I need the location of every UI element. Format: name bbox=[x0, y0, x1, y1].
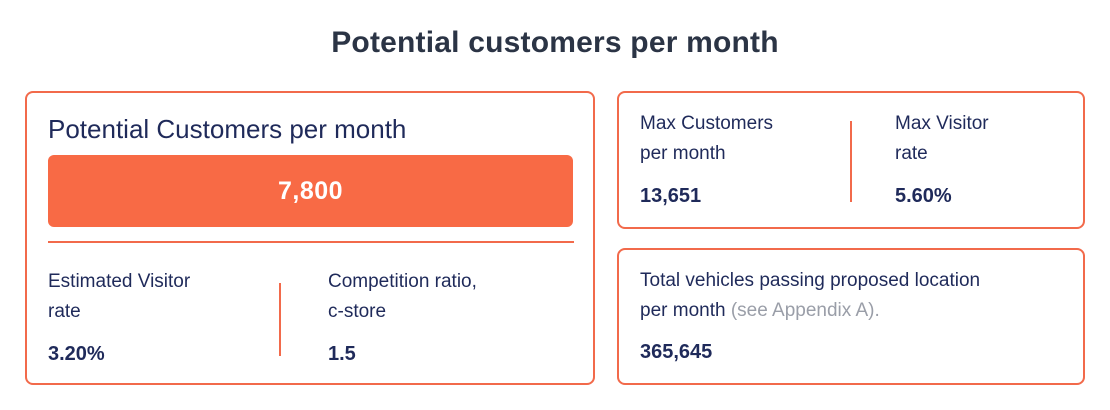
label-line: Max Customers bbox=[640, 113, 774, 134]
total-vehicles-value: 365,645 bbox=[640, 341, 713, 363]
label-line: rate bbox=[895, 143, 928, 164]
label-line: Max Visitor bbox=[895, 113, 989, 134]
max-visitor-rate-value: 5.60% bbox=[895, 185, 952, 207]
max-visitor-rate-label: Max Visitor rate bbox=[895, 109, 989, 169]
appendix-reference: (see Appendix A). bbox=[730, 300, 880, 321]
label-line: per month bbox=[640, 143, 726, 164]
competition-ratio-label: Competition ratio, c-store bbox=[328, 267, 477, 327]
max-customers-value: 13,651 bbox=[640, 185, 702, 207]
label-text: per month bbox=[640, 300, 726, 321]
page-title: Potential customers per month bbox=[331, 26, 779, 59]
label-line: Competition ratio, bbox=[328, 271, 477, 292]
divider bbox=[48, 241, 574, 243]
total-vehicles-card: Total vehicles passing proposed location… bbox=[617, 248, 1085, 385]
card-title: Potential Customers per month bbox=[48, 114, 407, 144]
label-line: Estimated Visitor bbox=[48, 271, 191, 292]
vertical-divider bbox=[850, 121, 852, 202]
estimated-visitor-rate-label: Estimated Visitor rate bbox=[48, 267, 190, 327]
max-customers-card: Max Customers per month 13,651 Max Visit… bbox=[617, 91, 1085, 229]
label-line: Total vehicles passing proposed location bbox=[640, 270, 981, 291]
label-line: c-store bbox=[328, 301, 387, 322]
competition-ratio-value: 1.5 bbox=[328, 343, 356, 365]
max-customers-label: Max Customers per month bbox=[640, 109, 773, 169]
estimated-visitor-rate-value: 3.20% bbox=[48, 343, 105, 365]
vertical-divider bbox=[279, 283, 281, 356]
total-vehicles-label: Total vehicles passing proposed location… bbox=[640, 266, 980, 326]
label-line: rate bbox=[48, 301, 81, 322]
potential-customers-card: Potential Customers per month 7,800 Esti… bbox=[25, 91, 595, 385]
label-line: per month (see Appendix A). bbox=[640, 296, 980, 326]
potential-customers-value: 7,800 bbox=[48, 155, 573, 227]
